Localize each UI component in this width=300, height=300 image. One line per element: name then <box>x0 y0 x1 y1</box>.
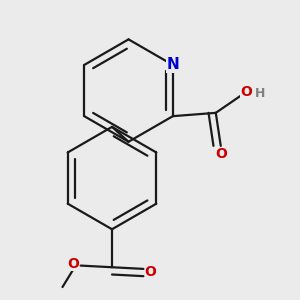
Text: O: O <box>215 147 227 161</box>
Text: H: H <box>255 86 266 100</box>
Text: O: O <box>68 257 79 271</box>
Text: N: N <box>167 58 179 73</box>
Text: O: O <box>240 85 252 99</box>
Text: O: O <box>145 265 157 279</box>
